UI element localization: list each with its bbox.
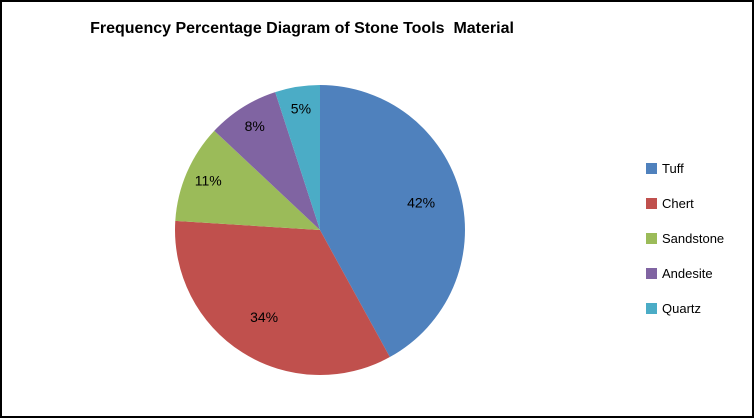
pie-slice-sandstone xyxy=(175,130,320,230)
legend-swatch-quartz xyxy=(646,303,657,314)
legend-item-sandstone: Sandstone xyxy=(646,228,724,249)
slice-label-andesite: 8% xyxy=(245,118,265,134)
slice-label-quartz: 5% xyxy=(291,100,311,116)
chart-title: Frequency Percentage Diagram of Stone To… xyxy=(90,20,514,37)
legend-item-andesite: Andesite xyxy=(646,263,724,284)
legend: Tuff Chert Sandstone Andesite Quartz xyxy=(646,158,724,333)
legend-item-chert: Chert xyxy=(646,193,724,214)
legend-item-quartz: Quartz xyxy=(646,298,724,319)
slice-label-sandstone: 11% xyxy=(195,172,222,188)
legend-swatch-chert xyxy=(646,198,657,209)
legend-label: Chert xyxy=(662,196,694,211)
pie-slice-quartz xyxy=(275,85,320,230)
legend-label: Tuff xyxy=(662,161,684,176)
legend-swatch-sandstone xyxy=(646,233,657,244)
pie-slice-andesite xyxy=(214,92,320,230)
slice-label-chert: 34% xyxy=(250,309,278,325)
pie-slice-tuff xyxy=(320,85,465,358)
legend-label: Sandstone xyxy=(662,231,725,246)
legend-swatch-tuff xyxy=(646,163,657,174)
legend-label: Quartz xyxy=(662,301,702,316)
slice-label-tuff: 42% xyxy=(407,195,435,211)
legend-item-tuff: Tuff xyxy=(646,158,724,179)
legend-swatch-andesite xyxy=(646,268,657,279)
pie-slice-chert xyxy=(175,220,390,375)
legend-label: Andesite xyxy=(662,266,713,281)
